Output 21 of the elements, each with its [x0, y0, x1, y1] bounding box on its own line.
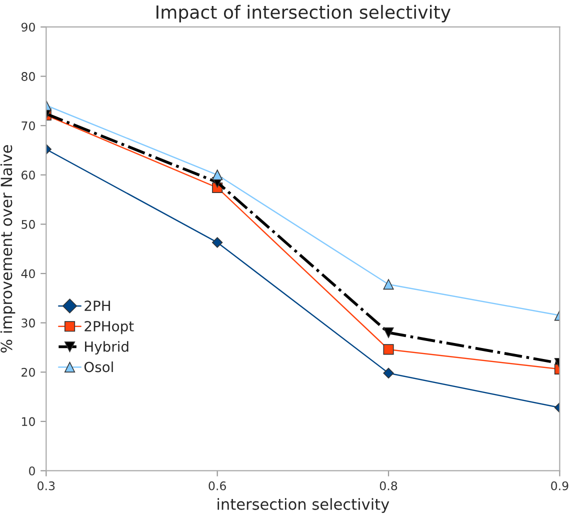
y-tick-label: 20 [22, 368, 35, 377]
x-tick-label: 0.8 [380, 481, 398, 490]
legend-label: Hybrid [85, 341, 128, 355]
chart-title: Impact of intersection selectivity [156, 4, 451, 22]
y-tick-label: 30 [22, 318, 35, 328]
legend-label: Osol [84, 361, 113, 372]
y-tick-label: 60 [22, 170, 35, 180]
y-tick-label: 10 [22, 417, 35, 426]
y-tick-label: 50 [22, 220, 35, 229]
x-axis-title: intersection selectivity [218, 498, 390, 513]
y-tick-label: 70 [22, 121, 35, 130]
y-tick-label: 0 [29, 466, 35, 476]
x-tick-label: 0.9 [551, 481, 568, 490]
y-tick-label: 80 [22, 72, 35, 81]
x-tick-label: 0.3 [38, 481, 55, 490]
y-tick-label: 40 [21, 269, 35, 278]
legend-label: 2PH [84, 300, 110, 311]
y-tick-label: 90 [21, 22, 35, 32]
x-tick-label: 0.6 [208, 481, 226, 490]
y-axis-title: % improvement over Naive [0, 145, 16, 353]
legend-label: 2PHopt [84, 320, 134, 334]
